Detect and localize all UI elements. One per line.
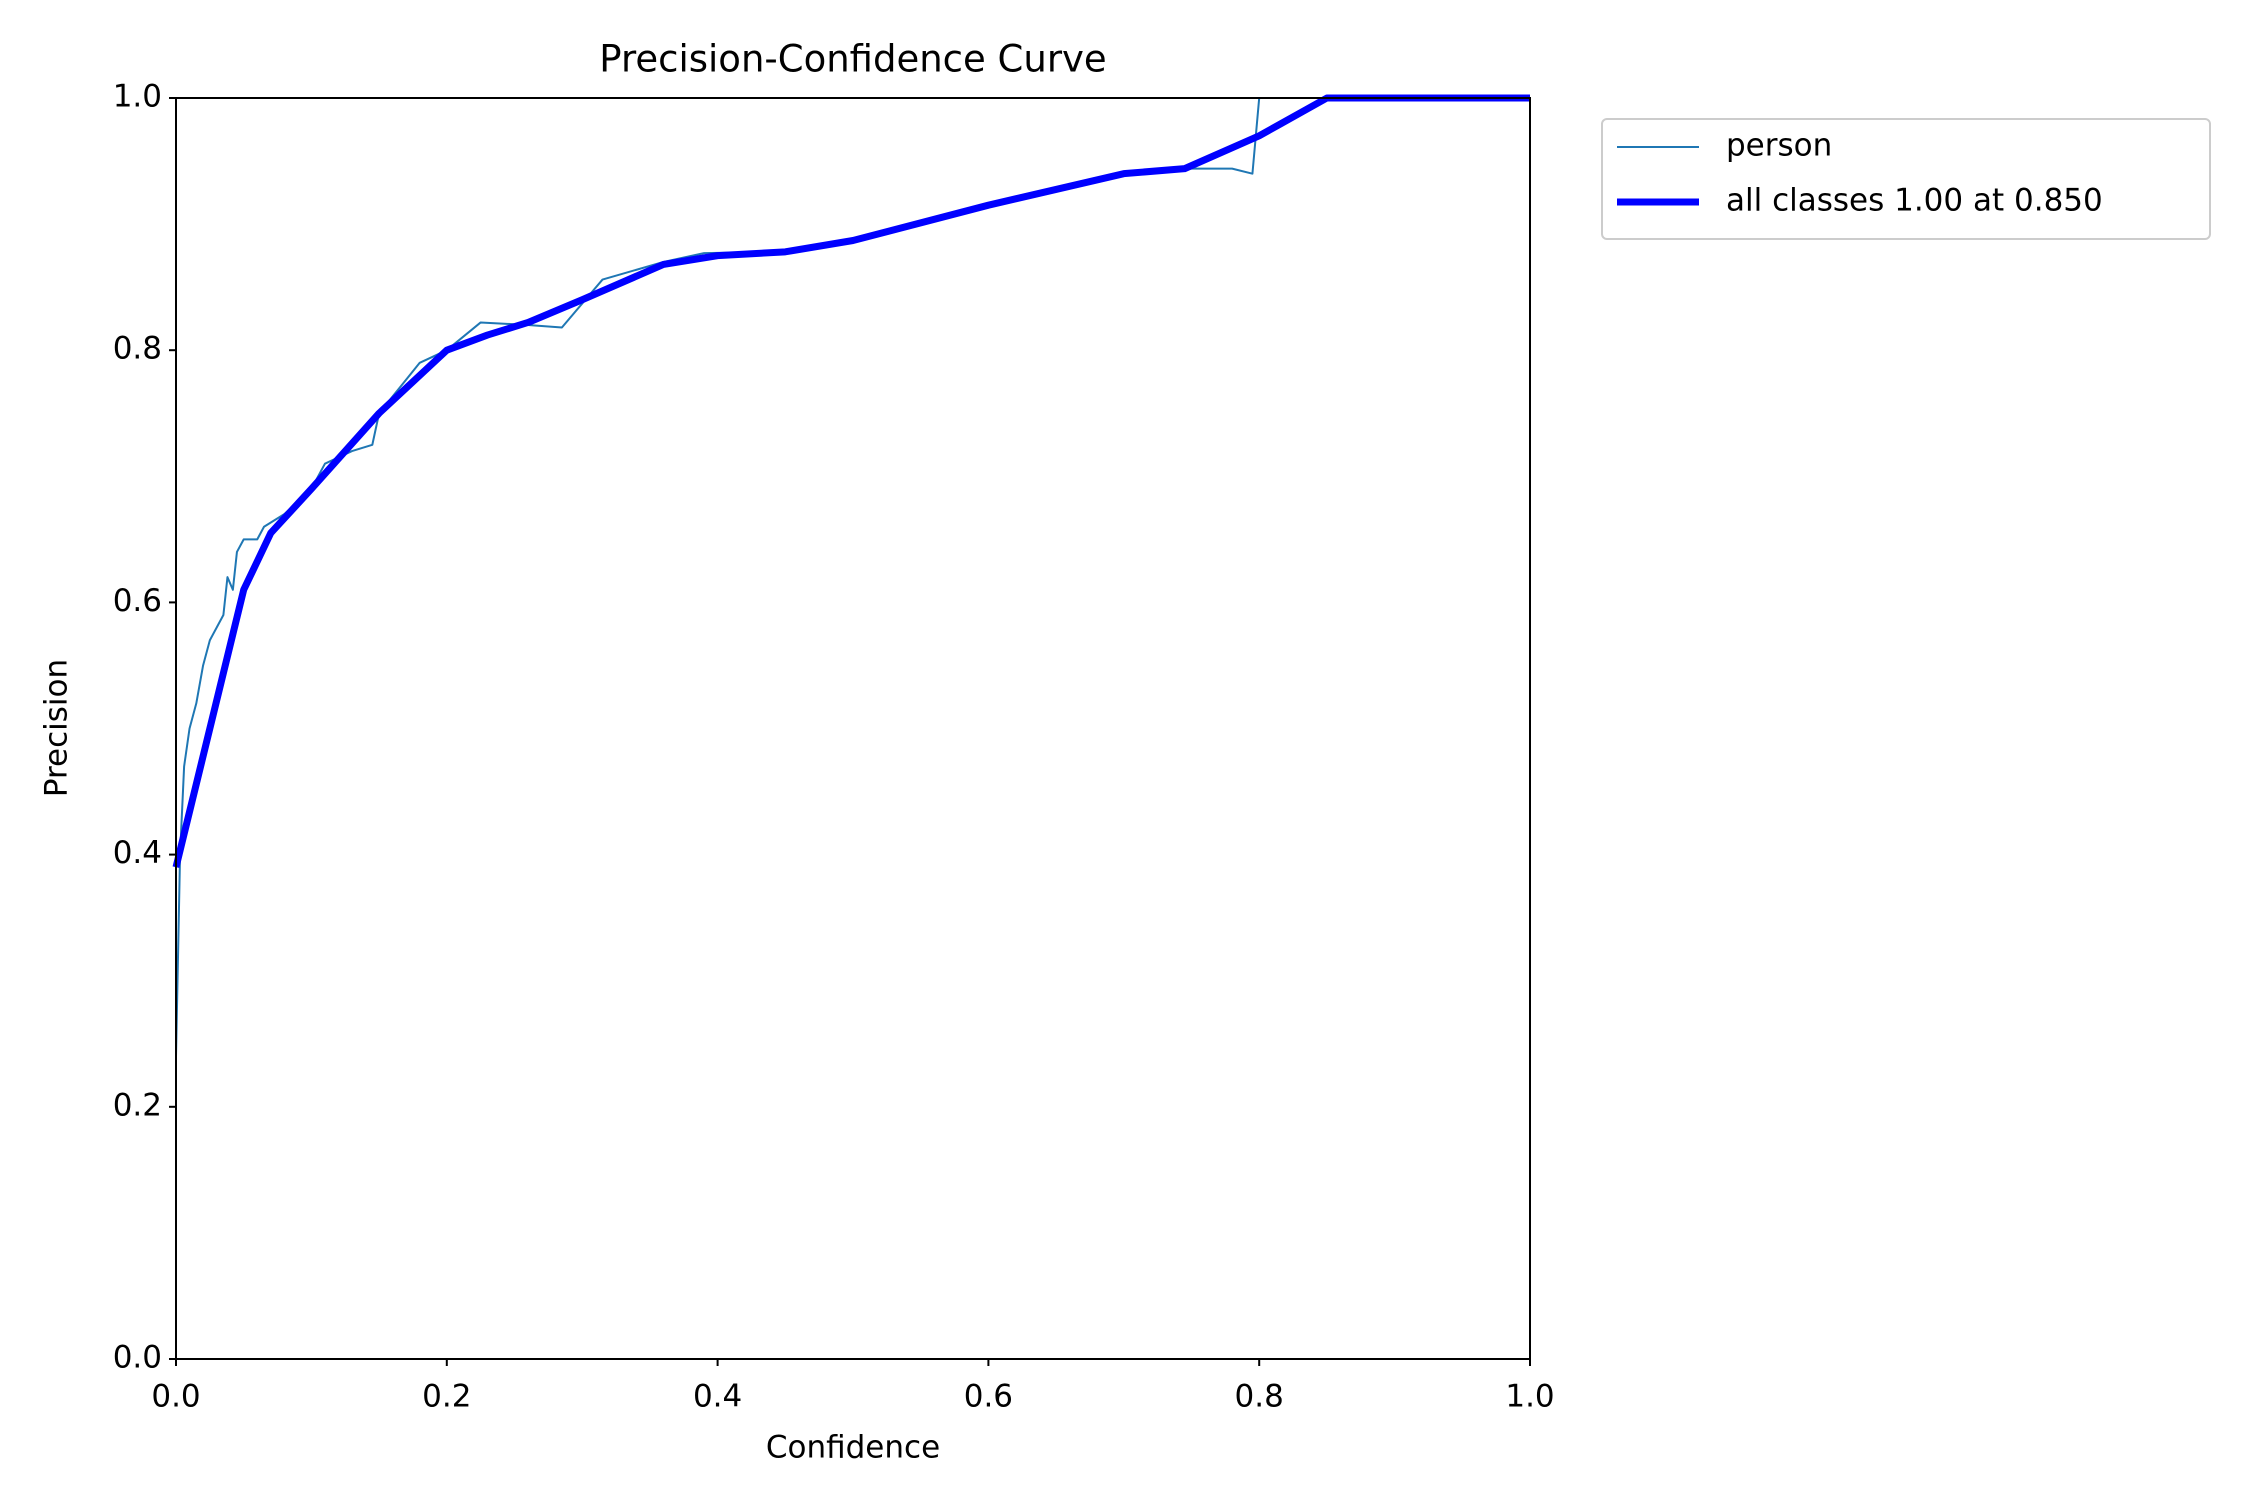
y-tick-label: 0.4: [113, 835, 162, 871]
legend-label: person: [1726, 128, 1832, 164]
y-tick-label: 0.8: [113, 331, 162, 367]
x-tick-label: 0.4: [693, 1379, 742, 1415]
legend-label: all classes 1.00 at 0.850: [1726, 183, 2103, 219]
chart-title: Precision-Confidence Curve: [599, 38, 1106, 81]
x-tick-label: 0.8: [1235, 1379, 1284, 1415]
y-tick-label: 1.0: [113, 79, 162, 115]
y-tick-label: 0.2: [113, 1087, 162, 1123]
series-line: [172, 94, 1530, 869]
y-axis-label: Precision: [39, 659, 75, 797]
x-tick-label: 0.6: [964, 1379, 1013, 1415]
plot-frame: [175, 97, 1531, 1360]
y-tick-label: 0.6: [113, 583, 162, 619]
x-tick-label: 1.0: [1505, 1379, 1554, 1415]
x-tick-label: 0.0: [151, 1379, 200, 1415]
x-tick-label: 0.2: [422, 1379, 471, 1415]
legend-box: [1601, 118, 2211, 240]
y-tick-label: 0.0: [113, 1340, 162, 1376]
x-axis-label: Confidence: [766, 1430, 940, 1466]
